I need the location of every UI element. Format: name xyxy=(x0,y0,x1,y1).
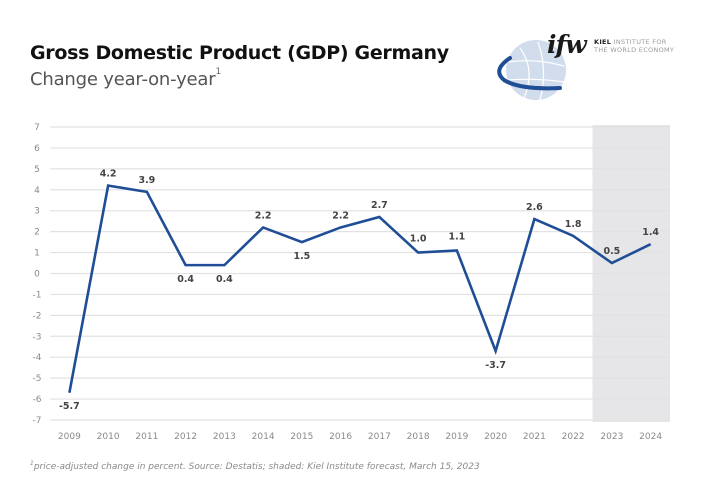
y-tick-label: -5 xyxy=(33,374,42,384)
data-label: 4.2 xyxy=(100,169,117,180)
x-tick-label: 2015 xyxy=(290,432,313,442)
logo-institute-name: KIEL INSTITUTE FOR THE WORLD ECONOMY xyxy=(594,38,694,54)
data-label: -3.7 xyxy=(485,360,506,371)
x-tick-label: 2016 xyxy=(329,432,352,442)
logo-line2: THE WORLD ECONOMY xyxy=(594,46,675,54)
y-tick-label: -4 xyxy=(33,353,42,363)
x-tick-label: 2018 xyxy=(407,432,430,442)
chart-subtitle: Change year-on-year1 xyxy=(30,67,221,90)
y-tick-label: -2 xyxy=(33,311,42,321)
data-label: 1.8 xyxy=(565,219,582,230)
chart-title: Gross Domestic Product (GDP) Germany xyxy=(30,42,449,64)
x-tick-label: 2021 xyxy=(523,432,546,442)
x-tick-label: 2014 xyxy=(252,432,275,442)
data-label: 1.4 xyxy=(642,227,659,238)
data-label: 1.5 xyxy=(293,251,310,262)
x-tick-label: 2011 xyxy=(135,432,158,442)
data-label: 0.4 xyxy=(216,274,233,285)
footnote-marker: 1 xyxy=(30,460,34,467)
data-label: 2.7 xyxy=(371,200,388,211)
x-tick-label: 2019 xyxy=(445,432,468,442)
logo-wordmark: ifw xyxy=(547,30,587,59)
globe-swoosh-icon xyxy=(497,40,566,101)
data-label: 2.2 xyxy=(255,210,272,221)
data-label: 2.2 xyxy=(332,210,349,221)
y-tick-label: 1 xyxy=(34,249,40,259)
y-tick-label: -6 xyxy=(33,395,42,405)
y-tick-label: 6 xyxy=(34,144,40,154)
y-tick-label: 3 xyxy=(34,207,40,217)
gdp-series-line xyxy=(68,184,652,394)
x-tick-label: 2022 xyxy=(562,432,585,442)
data-label: 3.9 xyxy=(138,175,155,186)
chart-footnote: 1price-adjusted change in percent. Sourc… xyxy=(30,460,480,472)
footnote-text: price-adjusted change in percent. Source… xyxy=(33,462,480,472)
y-tick-label: 4 xyxy=(34,186,40,196)
ifw-logo: ifw KIEL INSTITUTE FOR THE WORLD ECONOMY xyxy=(490,30,690,105)
x-tick-label: 2009 xyxy=(58,432,81,442)
logo-kiel: KIEL xyxy=(594,38,612,46)
gdp-line-chart: 7 6 5 4 3 2 1 0 -1 -2 -3 -4 -5 -6 -7 2009 2010 2011 2012 2… xyxy=(33,123,670,442)
subtitle-footnote-marker: 1 xyxy=(215,67,221,77)
x-tick-label: 2017 xyxy=(368,432,391,442)
data-label: 1.1 xyxy=(448,231,465,242)
data-label: 0.4 xyxy=(177,274,194,285)
x-tick-label: 2012 xyxy=(174,432,197,442)
data-label: 0.5 xyxy=(603,246,620,257)
data-label: 2.6 xyxy=(526,202,543,213)
logo-line1: INSTITUTE FOR xyxy=(613,38,667,46)
x-tick-label: 2020 xyxy=(484,432,507,442)
y-tick-label: -7 xyxy=(33,416,42,426)
data-label: -5.7 xyxy=(59,401,80,412)
subtitle-text: Change year-on-year xyxy=(30,69,216,90)
y-tick-label: -3 xyxy=(33,332,42,342)
y-tick-label: 7 xyxy=(34,123,40,133)
y-tick-label: 2 xyxy=(34,228,40,238)
y-tick-label: 0 xyxy=(34,270,40,280)
y-tick-label: -1 xyxy=(33,290,42,300)
data-label: 1.0 xyxy=(410,234,427,245)
x-tick-label: 2023 xyxy=(600,432,623,442)
x-tick-label: 2013 xyxy=(213,432,236,442)
x-tick-label: 2010 xyxy=(97,432,120,442)
x-tick-label: 2024 xyxy=(639,432,662,442)
y-tick-label: 5 xyxy=(34,165,40,175)
